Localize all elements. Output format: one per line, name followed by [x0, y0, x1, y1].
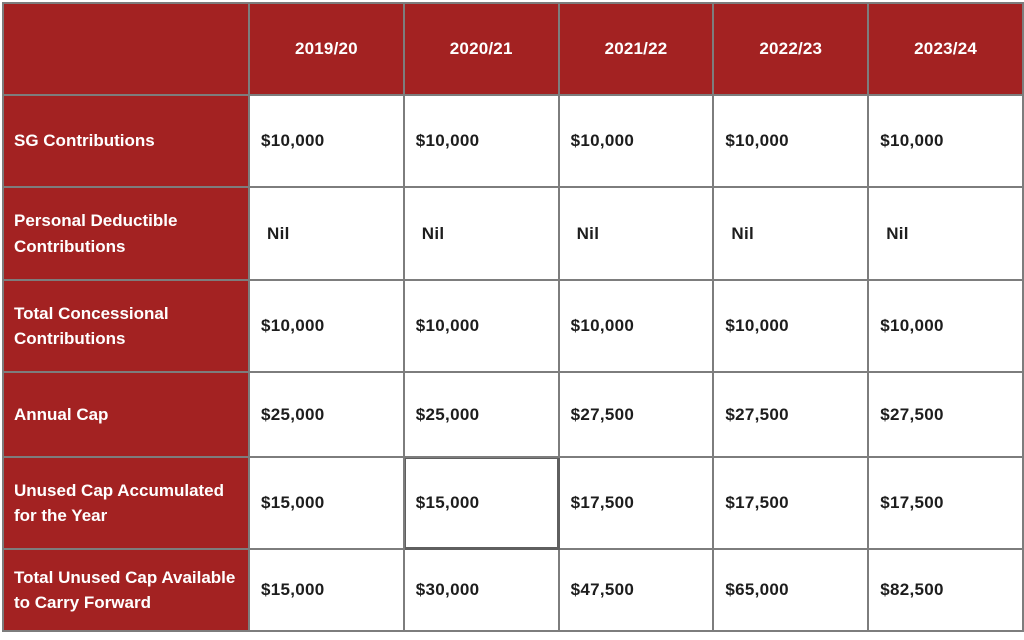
row-label-cell: Total Concessional Contributions [2, 279, 250, 373]
value-cell: $27,500 [712, 371, 870, 458]
value-cell: $10,000 [712, 279, 870, 373]
year-header-cell: 2020/21 [402, 2, 560, 96]
value-cell: Nil [867, 186, 1024, 281]
row-label-cell: Total Unused Cap Available to Carry Forw… [2, 548, 250, 632]
value-cell: $15,000 [248, 548, 405, 632]
year-header-cell: 2023/24 [867, 2, 1024, 96]
table-row: Total Unused Cap Available to Carry Forw… [2, 548, 1024, 632]
value-cell: $25,000 [402, 371, 560, 458]
value-cell: $10,000 [867, 94, 1024, 188]
value-cell: $25,000 [248, 371, 405, 458]
value-cell: Nil [402, 186, 560, 281]
header-row: 2019/20 2020/21 2021/22 2022/23 2023/24 [2, 2, 1024, 96]
table-row: Total Concessional Contributions $10,000 $… [2, 279, 1024, 373]
row-label-cell: SG Contributions [2, 94, 250, 188]
table-row: Unused Cap Accumulated for the Year $15,0… [2, 456, 1024, 550]
value-cell: $27,500 [867, 371, 1024, 458]
year-header-cell: 2019/20 [248, 2, 405, 96]
value-cell: Nil [557, 186, 715, 281]
value-cell: $10,000 [248, 279, 405, 373]
value-cell: Nil [248, 186, 405, 281]
value-cell: $82,500 [867, 548, 1024, 632]
year-header-cell: 2021/22 [557, 2, 715, 96]
value-cell: $65,000 [712, 548, 870, 632]
table-row: SG Contributions $10,000 $10,000 $10,000 $10… [2, 94, 1024, 188]
value-cell: $10,000 [557, 94, 715, 188]
table-row: Personal Deductible Contributions Nil Nil N… [2, 186, 1024, 281]
table-header: 2019/20 2020/21 2021/22 2022/23 2023/24 [2, 2, 1024, 96]
value-cell: $10,000 [248, 94, 405, 188]
value-cell: $10,000 [867, 279, 1024, 373]
value-cell: $10,000 [712, 94, 870, 188]
row-label-cell: Personal Deductible Contributions [2, 186, 250, 281]
value-cell: $10,000 [402, 279, 560, 373]
table-corner-cell [2, 2, 250, 96]
year-header-cell: 2022/23 [712, 2, 870, 96]
value-cell: $30,000 [402, 548, 560, 632]
value-cell: $10,000 [557, 279, 715, 373]
row-label-cell: Unused Cap Accumulated for the Year [2, 456, 250, 550]
row-label-cell: Annual Cap [2, 371, 250, 458]
table-row: Annual Cap $25,000 $25,000 $27,500 $27,500 $2… [2, 371, 1024, 458]
value-cell: $47,500 [557, 548, 715, 632]
value-cell: Nil [712, 186, 870, 281]
value-cell: $17,500 [712, 456, 870, 550]
value-cell: $17,500 [557, 456, 715, 550]
value-cell: $15,000 [248, 456, 405, 550]
value-cell: $27,500 [557, 371, 715, 458]
value-cell: $15,000 [402, 456, 560, 550]
table-body: SG Contributions $10,000 $10,000 $10,000 $10… [2, 94, 1024, 632]
value-cell: $10,000 [402, 94, 560, 188]
value-cell: $17,500 [867, 456, 1024, 550]
